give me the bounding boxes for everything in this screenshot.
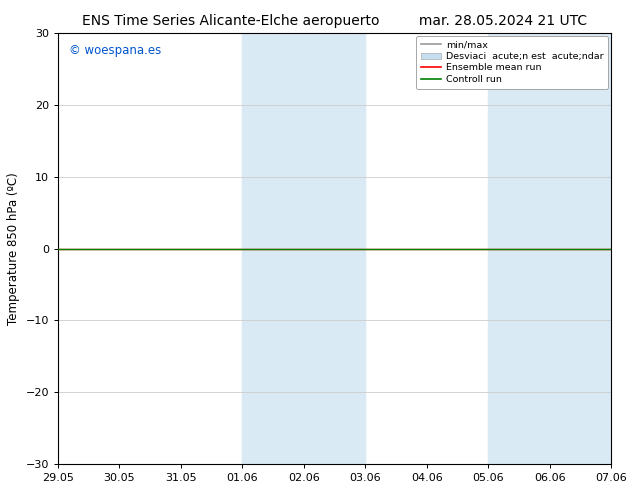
Bar <box>488 33 611 464</box>
Y-axis label: Temperature 850 hPa (ºC): Temperature 850 hPa (ºC) <box>7 172 20 325</box>
Legend: min/max, Desviaci  acute;n est  acute;ndar, Ensemble mean run, Controll run: min/max, Desviaci acute;n est acute;ndar… <box>416 36 609 89</box>
Text: © woespana.es: © woespana.es <box>69 44 161 57</box>
Bar <box>242 33 365 464</box>
Title: ENS Time Series Alicante-Elche aeropuerto         mar. 28.05.2024 21 UTC: ENS Time Series Alicante-Elche aeropuert… <box>82 14 587 28</box>
